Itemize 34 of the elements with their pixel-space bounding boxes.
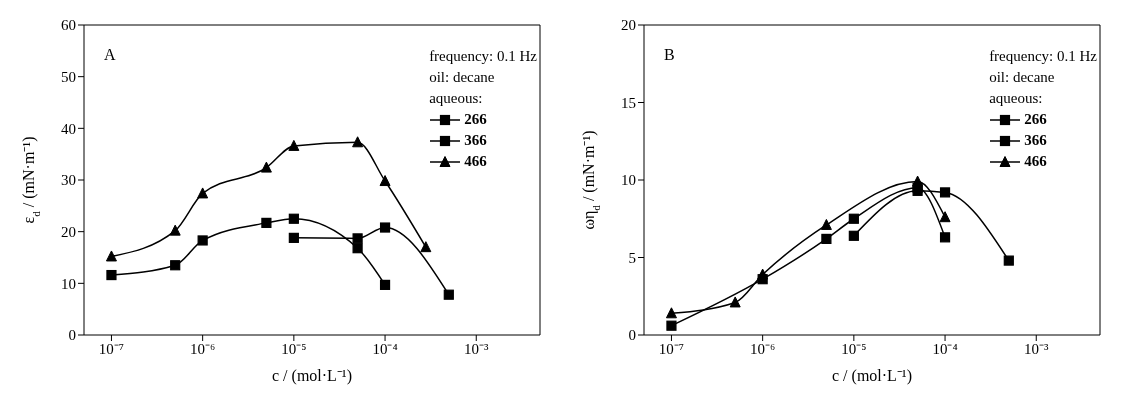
- annotation: A: [104, 46, 116, 64]
- y-tick-label: 15: [621, 94, 636, 111]
- x-tick-label: 10⁻⁵: [841, 340, 867, 357]
- x-tick-label: 10⁻⁴: [372, 340, 398, 357]
- x-tick-label: 10⁻⁵: [281, 340, 307, 357]
- legend-label: 466: [464, 152, 487, 171]
- x-tick-label: 10⁻³: [464, 340, 489, 357]
- x-axis-title: c / (mol·L⁻¹): [272, 367, 352, 385]
- y-tick-label: 10: [621, 172, 636, 189]
- x-tick-label: 10⁻⁷: [98, 340, 125, 357]
- legend-label: 266: [464, 110, 487, 129]
- annotation: B: [664, 46, 675, 64]
- x-tick-label: 10⁻⁶: [190, 340, 216, 357]
- legend-label: 466: [1024, 152, 1047, 171]
- y-tick-label: 20: [621, 17, 636, 34]
- x-axis-title: c / (mol·L⁻¹): [832, 367, 912, 385]
- x-tick-label: 10⁻⁴: [932, 340, 958, 357]
- x-tick-label: 10⁻⁷: [658, 340, 685, 357]
- y-tick-label: 20: [61, 223, 76, 240]
- y-tick-label: 0: [628, 327, 636, 344]
- y-tick-label: 0: [68, 327, 76, 344]
- y-tick-label: 50: [61, 68, 76, 85]
- legend-label: 366: [1024, 131, 1047, 150]
- x-tick-label: 10⁻⁶: [750, 340, 776, 357]
- y-tick-label: 40: [61, 120, 76, 137]
- legend-label: 266: [1024, 110, 1047, 129]
- y-tick-label: 5: [628, 249, 636, 266]
- legend-title: frequency: 0.1 Hz oil: decane aqueous:: [989, 47, 1097, 108]
- legend-label: 366: [464, 131, 487, 150]
- x-tick-label: 10⁻³: [1024, 340, 1049, 357]
- y-tick-label: 10: [61, 275, 76, 292]
- legend-title: frequency: 0.1 Hz oil: decane aqueous:: [429, 47, 537, 108]
- y-tick-label: 60: [61, 17, 76, 34]
- y-tick-label: 30: [61, 172, 76, 189]
